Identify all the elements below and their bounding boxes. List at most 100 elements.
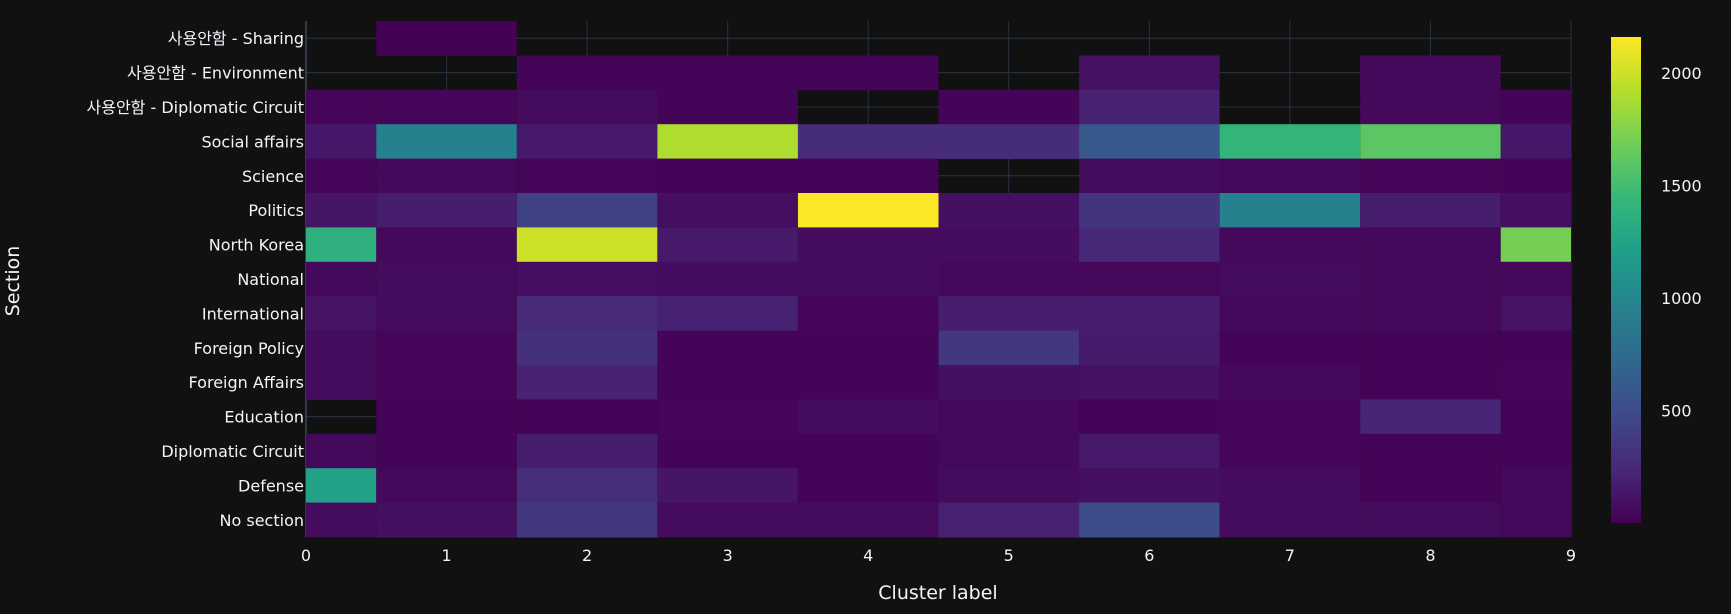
heatmap-cell: [797, 124, 939, 160]
heatmap-cell: [306, 365, 377, 400]
heatmap-cell: [1500, 330, 1571, 366]
heatmap-cell: [1500, 158, 1571, 194]
heatmap-cell: [1500, 296, 1571, 332]
y-tick-label: Science: [242, 167, 304, 186]
heatmap-cell: [938, 330, 1080, 366]
heatmap-cell: [1360, 261, 1501, 297]
heatmap-cell: [657, 193, 798, 228]
heatmap-cell: [1219, 158, 1361, 194]
x-tick-label: 6: [1144, 546, 1154, 565]
heatmap-cell: [376, 433, 517, 469]
heatmap-cell: [797, 330, 939, 366]
heatmap-cell: [1079, 468, 1220, 504]
y-tick-label: 사용안함 - Sharing: [168, 29, 304, 48]
heatmap-cell: [1360, 55, 1501, 91]
heatmap-cell: [938, 296, 1080, 332]
y-axis-ticks: 사용안함 - Sharing 사용안함 - Environment 사용안함 - D…: [87, 29, 304, 530]
heatmap-cell: [657, 365, 798, 400]
heatmap-cell: [306, 89, 377, 125]
heatmap-cell: [306, 468, 377, 504]
heatmap-cell: [797, 193, 939, 228]
heatmap-cell: [657, 158, 798, 194]
y-tick-label: 사용안함 - Environment: [127, 64, 304, 83]
y-tick-label: Diplomatic Circuit: [161, 442, 304, 461]
heatmap-cell: [1079, 502, 1220, 538]
heatmap-cell: [1219, 296, 1361, 332]
heatmap-cell: [938, 124, 1080, 160]
heatmap-cell: [938, 227, 1080, 263]
colorbar-tick-label: 1000: [1661, 289, 1702, 308]
heatmap-cell: [657, 261, 798, 297]
heatmap-cell: [376, 399, 517, 435]
heatmap-cell: [1360, 296, 1501, 332]
x-tick-label: 9: [1566, 546, 1576, 565]
colorbar-tick-label: 2000: [1661, 64, 1702, 83]
heatmap-cell: [657, 433, 798, 469]
heatmap-cell: [1500, 89, 1571, 125]
heatmap-cell: [516, 468, 658, 504]
heatmap-cell: [1500, 124, 1571, 160]
x-tick-label: 1: [441, 546, 451, 565]
heatmap-cell: [516, 89, 658, 125]
colorbar-tick-label: 500: [1661, 402, 1692, 421]
x-axis-title: Cluster label: [878, 582, 997, 604]
y-tick-label: International: [202, 304, 304, 323]
x-tick-label: 4: [863, 546, 873, 565]
heatmap-cell: [657, 124, 798, 160]
heatmap-cell: [938, 193, 1080, 228]
heatmap-cell: [657, 502, 798, 538]
heatmap-cell: [657, 89, 798, 125]
heatmap-cell: [657, 227, 798, 263]
heatmap-cell: [657, 296, 798, 332]
heatmap-cell: [1500, 193, 1571, 228]
x-tick-label: 0: [301, 546, 311, 565]
heatmap-cell: [1219, 468, 1361, 504]
heatmap-cell: [1079, 193, 1220, 228]
heatmap-cell: [1079, 365, 1220, 400]
heatmap-cell: [1500, 433, 1571, 469]
heatmap-cell: [938, 502, 1080, 538]
heatmap-cell: [1219, 502, 1361, 538]
heatmap-cell: [306, 330, 377, 366]
y-tick-label: North Korea: [209, 236, 304, 255]
heatmap-cell: [1360, 433, 1501, 469]
heatmap-cell: [1219, 124, 1361, 160]
heatmap-cell: [516, 365, 658, 400]
y-tick-label: Politics: [248, 201, 304, 220]
colorbar: [1611, 37, 1641, 523]
heatmap-cell: [376, 193, 517, 228]
heatmap-cell: [306, 193, 377, 228]
heatmap-cell: [1360, 365, 1501, 400]
heatmap-cell: [376, 227, 517, 263]
y-tick-label: Foreign Affairs: [189, 373, 304, 392]
heatmap-cell: [516, 330, 658, 366]
heatmap-cell: [938, 433, 1080, 469]
heatmap-cell: [1500, 468, 1571, 504]
heatmap-cell: [1079, 55, 1220, 91]
x-tick-label: 5: [1004, 546, 1014, 565]
heatmap-cell: [1360, 89, 1501, 125]
heatmap-cell: [1360, 468, 1501, 504]
heatmap-cell: [1360, 227, 1501, 263]
heatmap-cell: [516, 124, 658, 160]
heatmap-cell: [797, 158, 939, 194]
heatmap-cell: [797, 55, 939, 91]
heatmap-cell: [376, 468, 517, 504]
heatmap-cell: [306, 158, 377, 194]
x-axis-ticks: 0 1 2 3 4 5 6 7 8 9: [301, 546, 1576, 565]
heatmap-cell: [376, 21, 517, 56]
colorbar-ticks: 500 1000 1500 2000: [1661, 64, 1702, 421]
heatmap-cell: [516, 261, 658, 297]
heatmap-cell: [1079, 89, 1220, 125]
heatmap-cell: [938, 365, 1080, 400]
heatmap-cell: [516, 55, 658, 91]
heatmap-cell: [1219, 399, 1361, 435]
heatmap-cell: [1500, 227, 1571, 263]
heatmap-cell: [1079, 227, 1220, 263]
heatmap-cell: [306, 433, 377, 469]
heatmap-cell: [1219, 365, 1361, 400]
heatmap-cell: [938, 468, 1080, 504]
heatmap-cell: [306, 261, 377, 297]
heatmap-cell: [516, 296, 658, 332]
heatmap-cell: [1360, 502, 1501, 538]
